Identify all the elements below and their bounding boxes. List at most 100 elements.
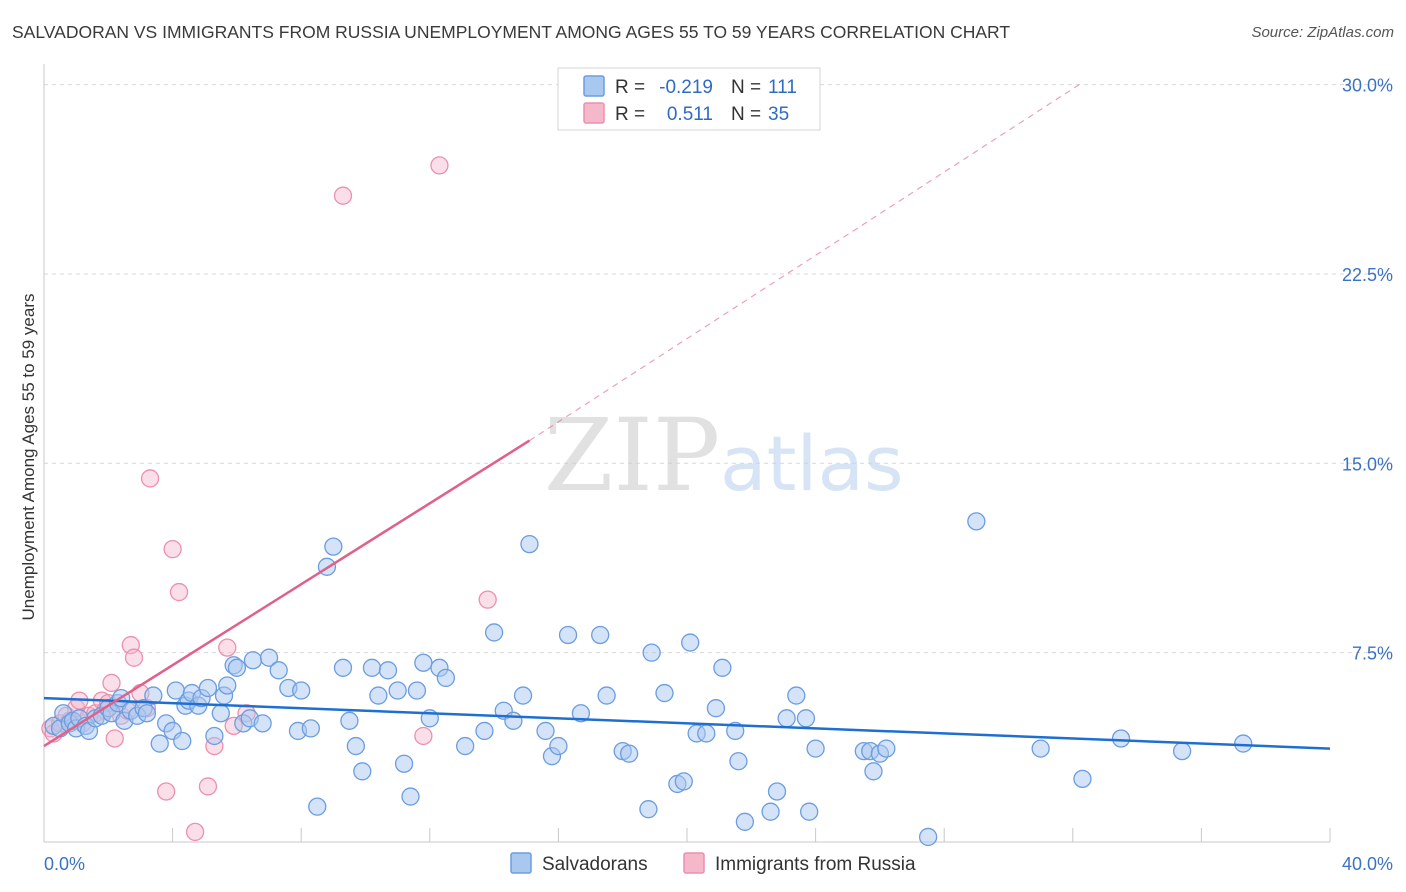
russia-point xyxy=(157,782,176,801)
salvadoran-point xyxy=(655,683,674,703)
watermark-atlas: atlas xyxy=(720,419,904,508)
salvadoran-point xyxy=(591,625,610,645)
salvadoran-point xyxy=(484,623,504,642)
salvadoran-point xyxy=(173,731,192,751)
salvadoran-point xyxy=(369,686,388,705)
trend-lines xyxy=(43,84,1331,750)
salvadoran-point xyxy=(796,709,816,728)
salvadoran-point xyxy=(864,762,883,781)
bottom-legend-label-salvadorans: Salvadorans xyxy=(542,854,648,875)
salvadoran-point xyxy=(967,512,986,531)
legend-n-value-salvadorans: 111 xyxy=(768,77,797,98)
salvadoran-point xyxy=(1234,734,1253,753)
salvadoran-point xyxy=(414,653,433,672)
salvadoran-point xyxy=(353,762,372,781)
salvadoran-point xyxy=(642,643,661,662)
salvadoran-point xyxy=(253,714,272,733)
salvadoran-point xyxy=(211,704,230,723)
salvadoran-point xyxy=(144,686,163,705)
russia-point xyxy=(124,648,144,667)
series-legend: Salvadorans Immigrants from Russia xyxy=(510,852,916,875)
salvadoran-point xyxy=(777,709,796,728)
salvadoran-point xyxy=(800,802,819,821)
salvadoran-point xyxy=(877,739,896,758)
salvadoran-point xyxy=(536,721,555,741)
salvadoran-point xyxy=(436,668,456,688)
salvadoran-point xyxy=(198,678,218,698)
salvadoran-point xyxy=(806,739,825,758)
salvadoran-point xyxy=(456,736,475,756)
salvadoran-point xyxy=(558,625,578,645)
salvadoran-point xyxy=(292,681,311,700)
russia-point xyxy=(198,777,218,796)
salvadoran-point xyxy=(340,711,359,730)
salvadoran-point xyxy=(520,534,539,554)
tick-labels: 7.5% 15.0% 22.5% 30.0% 0.0% 40.0% xyxy=(44,76,1393,874)
legend-swatch-salvadorans xyxy=(583,75,605,97)
watermark: ZIP atlas xyxy=(544,397,904,514)
salvadoran-trend-line xyxy=(43,696,1331,750)
correlation-legend: R = -0.219 N = 111 R = 0.511 N = 35 xyxy=(557,67,821,131)
salvadoran-point xyxy=(639,800,658,819)
russia-point xyxy=(105,729,124,748)
salvadoran-points xyxy=(44,512,1253,847)
salvadoran-point xyxy=(1172,741,1192,761)
salvadoran-point xyxy=(549,736,568,756)
salvadoran-point xyxy=(735,812,755,831)
bottom-legend-swatch-russia xyxy=(683,852,705,874)
salvadoran-point xyxy=(308,797,327,816)
salvadoran-point xyxy=(706,699,726,718)
legend-r-label-russia: R = xyxy=(615,104,645,125)
salvadoran-point xyxy=(378,661,398,680)
salvadoran-point xyxy=(571,704,591,723)
salvadoran-point xyxy=(407,681,427,700)
legend-r-label-salvadorans: R = xyxy=(615,77,645,98)
y-tick-label: 30.0% xyxy=(1342,76,1393,96)
salvadoran-point xyxy=(918,827,938,847)
salvadoran-point xyxy=(150,734,169,753)
salvadoran-point xyxy=(362,658,382,677)
salvadoran-point xyxy=(1111,729,1131,748)
russia-trend-line xyxy=(43,439,531,748)
bottom-legend-label-russia: Immigrants from Russia xyxy=(715,854,916,875)
russia-point xyxy=(333,186,353,205)
legend-r-value-salvadorans: -0.219 xyxy=(659,77,713,98)
russia-point xyxy=(478,590,497,609)
y-tick-label: 7.5% xyxy=(1352,644,1393,664)
salvadoran-point xyxy=(205,726,224,746)
x-tick-label: 0.0% xyxy=(44,854,85,874)
salvadoran-point xyxy=(619,744,639,763)
salvadoran-point xyxy=(301,719,320,738)
salvadoran-point xyxy=(137,704,157,723)
salvadoran-point xyxy=(597,686,616,705)
salvadoran-point xyxy=(726,721,745,741)
salvadoran-point xyxy=(324,537,343,556)
russia-point xyxy=(430,156,449,175)
salvadoran-point xyxy=(1073,769,1092,789)
salvadoran-point xyxy=(504,711,523,730)
russia-point xyxy=(218,638,237,657)
salvadoran-point xyxy=(333,658,353,677)
salvadoran-point xyxy=(713,658,732,677)
salvadoran-point xyxy=(218,676,237,695)
grid-lines xyxy=(44,84,1390,654)
salvadoran-point xyxy=(394,754,414,773)
bottom-legend-swatch-salvadorans xyxy=(510,852,532,874)
salvadoran-point xyxy=(681,633,700,652)
russia-point xyxy=(140,469,160,488)
salvadoran-point xyxy=(767,782,787,801)
salvadoran-point xyxy=(787,686,806,705)
y-axis-label: Unemployment Among Ages 55 to 59 years xyxy=(19,294,38,621)
salvadoran-point xyxy=(729,752,748,771)
russia-point xyxy=(163,539,182,559)
source-credit: Source: ZipAtlas.com xyxy=(1251,24,1394,41)
salvadoran-point xyxy=(1031,739,1050,758)
salvadoran-point xyxy=(388,681,407,700)
legend-n-label-salvadorans: N = xyxy=(731,77,761,98)
salvadoran-point xyxy=(269,661,288,680)
chart-title: SALVADORAN VS IMMIGRANTS FROM RUSSIA UNE… xyxy=(12,22,1011,42)
russia-points xyxy=(41,156,497,842)
salvadoran-point xyxy=(697,724,716,743)
russia-point xyxy=(102,673,121,693)
